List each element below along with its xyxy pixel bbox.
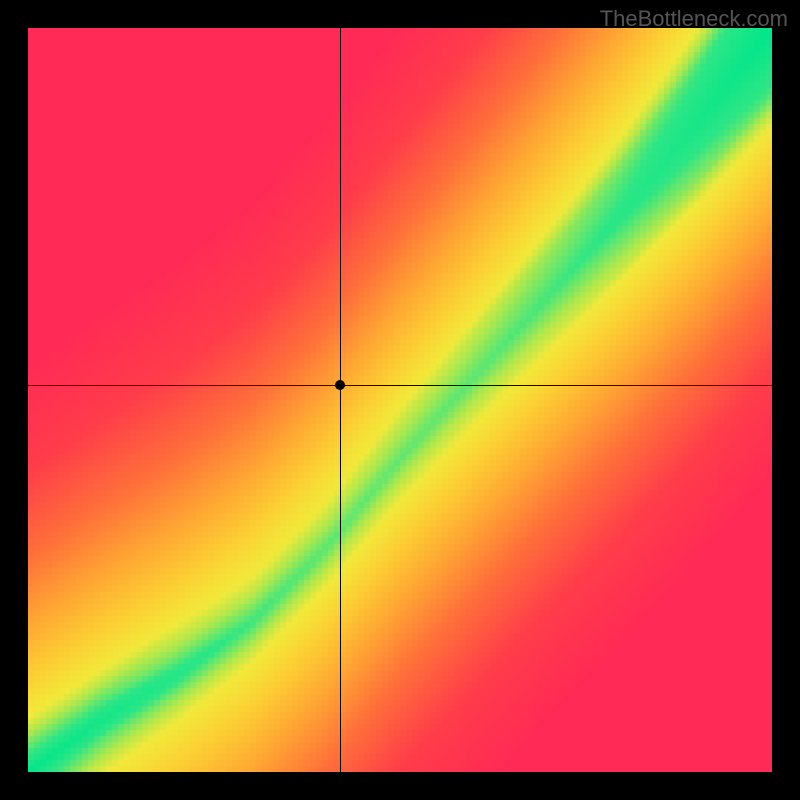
plot-area bbox=[28, 28, 772, 772]
crosshair-dot bbox=[335, 380, 345, 390]
crosshair-vertical bbox=[340, 28, 341, 772]
crosshair-horizontal bbox=[28, 385, 772, 386]
attribution-label: TheBottleneck.com bbox=[600, 6, 788, 32]
chart-container: TheBottleneck.com bbox=[0, 0, 800, 800]
heatmap-canvas bbox=[28, 28, 772, 772]
